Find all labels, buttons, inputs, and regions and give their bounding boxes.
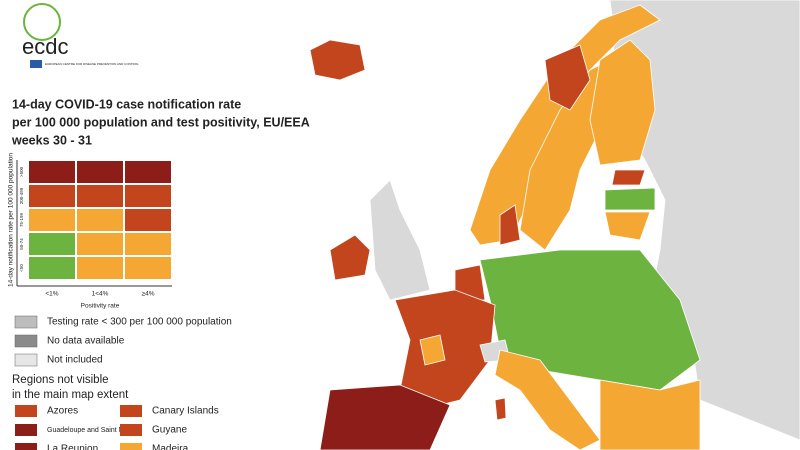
matrix-cell — [125, 257, 171, 279]
estonia — [611, 169, 646, 186]
iceland — [309, 39, 366, 81]
row-label: <50 — [19, 264, 24, 272]
france — [394, 289, 496, 411]
title-line: weeks 30 - 31 — [11, 133, 92, 147]
region-label: La Reunion — [47, 444, 98, 450]
matrix-cell — [125, 185, 171, 207]
legend-label: Testing rate < 300 per 100 000 populatio… — [47, 317, 232, 328]
region-swatch — [120, 443, 142, 450]
title-block: 14-day COVID-19 case notification rate pe… — [11, 97, 310, 147]
title-line: 14-day COVID-19 case notification rate — [12, 97, 241, 111]
matrix-cell — [77, 233, 123, 255]
region-swatch — [15, 424, 37, 436]
region-label: Azores — [47, 406, 78, 417]
region-swatch — [120, 424, 142, 436]
finland — [589, 39, 656, 166]
matrix-cell — [125, 161, 171, 183]
italy — [494, 349, 601, 450]
region-label: Guadeloupe and Saint Martin — [47, 427, 138, 434]
regions-title: Regions not visible — [12, 374, 109, 386]
legend-label: No data available — [47, 336, 125, 347]
legend-matrix: >500 200-499 75-199 50-74 <50 14-day notifica… — [8, 153, 172, 310]
matrix-cell — [125, 233, 171, 255]
matrix-cell — [29, 161, 75, 183]
uk — [369, 179, 431, 301]
legend-label: Not included — [47, 355, 103, 366]
matrix-cell — [77, 161, 123, 183]
row-label: 50-74 — [19, 238, 24, 250]
legend-swatch — [14, 353, 38, 367]
lithuania — [604, 211, 651, 241]
matrix-cell — [125, 209, 171, 231]
logo: ecdc EUROPEAN CENTRE FOR DISEASE PREVENT… — [22, 3, 139, 68]
balkans — [599, 379, 701, 450]
matrix-cell — [29, 209, 75, 231]
france-region — [419, 334, 446, 366]
matrix-cell — [29, 257, 75, 279]
legend-swatch — [14, 315, 38, 329]
x-label: <1% — [45, 291, 58, 298]
latvia — [604, 187, 656, 211]
logo-text: ecdc — [22, 34, 68, 59]
matrix-cell — [77, 257, 123, 279]
x-label: ≥4% — [142, 291, 155, 298]
region-label: Canary Islands — [152, 406, 219, 417]
matrix-cell — [29, 233, 75, 255]
y-axis-label: 14-day notification rate per 100 000 pop… — [8, 153, 15, 287]
region-label: Madeira — [152, 444, 189, 450]
row-label: 200-499 — [19, 187, 24, 204]
region-swatch — [15, 443, 37, 450]
eu-flag — [30, 60, 42, 68]
matrix-cell — [29, 185, 75, 207]
legend-swatch — [14, 334, 38, 348]
spain — [319, 384, 451, 450]
title-line: per 100 000 population and test positivi… — [12, 115, 310, 129]
x-label: 1<4% — [92, 291, 109, 298]
matrix-cell — [77, 209, 123, 231]
regions-title: in the main map extent — [12, 389, 129, 401]
logo-subtitle: EUROPEAN CENTRE FOR DISEASE PREVENTION A… — [45, 62, 139, 66]
map — [309, 0, 800, 450]
ireland — [329, 234, 371, 281]
corsica — [494, 397, 507, 421]
logo-globe — [23, 3, 61, 41]
region-swatch — [120, 405, 142, 417]
north-region — [544, 44, 591, 111]
x-axis-label: Positivity rate — [81, 303, 120, 310]
denmark — [499, 204, 521, 246]
legend: Testing rate < 300 per 100 000 populatio… — [14, 315, 232, 367]
region-label: Guyane — [152, 425, 187, 436]
row-label: >500 — [19, 166, 24, 177]
region-swatch — [15, 405, 37, 417]
matrix-cell — [77, 185, 123, 207]
row-label: 75-199 — [19, 212, 24, 227]
regions-legend: Regions not visible in the main map exten… — [12, 374, 219, 450]
